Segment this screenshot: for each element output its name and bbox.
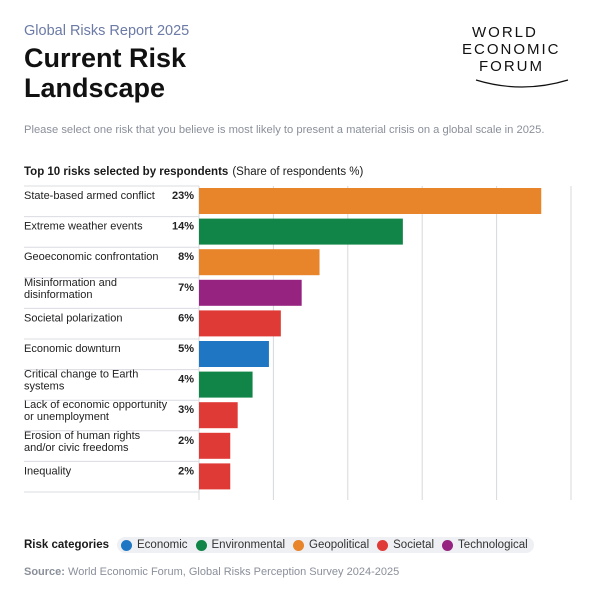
category-label-line: Economic downturn (24, 343, 121, 355)
chart-heading: Top 10 risks selected by respondents (Sha… (24, 166, 363, 178)
bar (199, 188, 542, 214)
wef-logo: WORLD ECONOMIC FORUM (462, 24, 582, 94)
chart-subtitle: (Share of respondents %) (232, 166, 364, 178)
category-label-line: Extreme weather events (24, 221, 143, 233)
category-label-line: Lack of economic opportunity (24, 399, 168, 411)
category-label-line: Inequality (24, 465, 72, 477)
legend-label-economic: Economic (137, 539, 188, 551)
category-label-line: State-based armed conflict (24, 190, 155, 202)
legend-item-societal: Societal (377, 539, 434, 551)
bar (199, 310, 281, 337)
source-text: World Economic Forum, Global Risks Perce… (68, 566, 400, 578)
legend-item-environmental: Environmental (195, 539, 286, 551)
value-label: 23% (172, 190, 194, 202)
legend-dot-societal (377, 539, 389, 551)
source-label: Source: (24, 566, 65, 578)
logo-line-3: FORUM (479, 58, 544, 75)
survey-question: Please select one risk that you believe … (24, 124, 545, 136)
value-label: 4% (178, 374, 194, 386)
legend-dot-environmental (195, 539, 207, 551)
bar (199, 432, 231, 459)
page-title: Current Risk Landscape (24, 43, 187, 103)
bar (199, 463, 231, 490)
bar (199, 402, 238, 429)
value-label: 2% (178, 435, 194, 447)
value-label: 6% (178, 312, 194, 324)
category-label: Misinformation and disinformation (24, 277, 117, 301)
bar (199, 279, 302, 306)
legend-label-technological: Technological (458, 539, 528, 551)
value-label: 7% (178, 282, 194, 294)
legend-dot-economic (121, 539, 133, 551)
legend-label-societal: Societal (393, 539, 435, 551)
report-label: Global Risks Report 2025 (24, 23, 190, 39)
bar (199, 341, 269, 367)
category-label: Extreme weather events (24, 221, 143, 233)
category-label: Erosion of human rights and/or civic free… (24, 430, 141, 454)
value-label: 5% (178, 343, 194, 355)
legend-items: Economic Environmental Geopolitical Soci… (117, 537, 534, 553)
legend-dot-geopolitical (293, 539, 305, 551)
category-label: State-based armed conflict (24, 190, 155, 202)
logo-line-2: ECONOMIC (462, 41, 561, 58)
logo-line-1: WORLD (472, 24, 538, 41)
legend-item-geopolitical: Geopolitical (293, 539, 369, 551)
value-label: 3% (178, 404, 194, 416)
value-label: 14% (172, 221, 194, 233)
legend-item-technological: Technological (442, 539, 528, 551)
category-label-line: disinformation (24, 289, 92, 301)
bar (199, 218, 403, 245)
category-label-line: Misinformation and (24, 277, 117, 289)
category-label: Inequality (24, 465, 72, 477)
category-label: Geoeconomic confrontation (24, 251, 159, 263)
legend-label-geopolitical: Geopolitical (309, 539, 370, 551)
legend-label-environmental: Environmental (211, 539, 286, 551)
legend-item-economic: Economic (121, 539, 188, 551)
category-label-line: systems (24, 381, 65, 393)
category-label-line: Geoeconomic confrontation (24, 251, 159, 263)
legend-title: Risk categories (24, 539, 110, 551)
logo-arc-icon (475, 79, 569, 88)
category-label: Economic downturn (24, 343, 121, 355)
category-label-line: Critical change to Earth (24, 369, 138, 381)
legend-dot-technological (442, 539, 454, 551)
bar (199, 371, 253, 398)
category-label-line: and/or civic freedoms (24, 442, 129, 454)
value-label: 2% (178, 465, 194, 477)
value-label: 8% (178, 251, 194, 263)
legend: Risk categories Economic Environmental G… (24, 536, 534, 554)
category-label: Lack of economic opportunity or unemploym… (24, 399, 168, 423)
category-label: Societal polarization (24, 312, 122, 324)
category-label: Critical change to Earth systems (24, 369, 138, 393)
category-label-line: Societal polarization (24, 312, 122, 324)
category-label-line: Erosion of human rights (24, 430, 141, 442)
bar (199, 249, 320, 276)
source-note: Source: World Economic Forum, Global Ris… (24, 566, 399, 578)
category-label-line: or unemployment (24, 411, 109, 423)
chart-title: Top 10 risks selected by respondents (24, 166, 229, 178)
